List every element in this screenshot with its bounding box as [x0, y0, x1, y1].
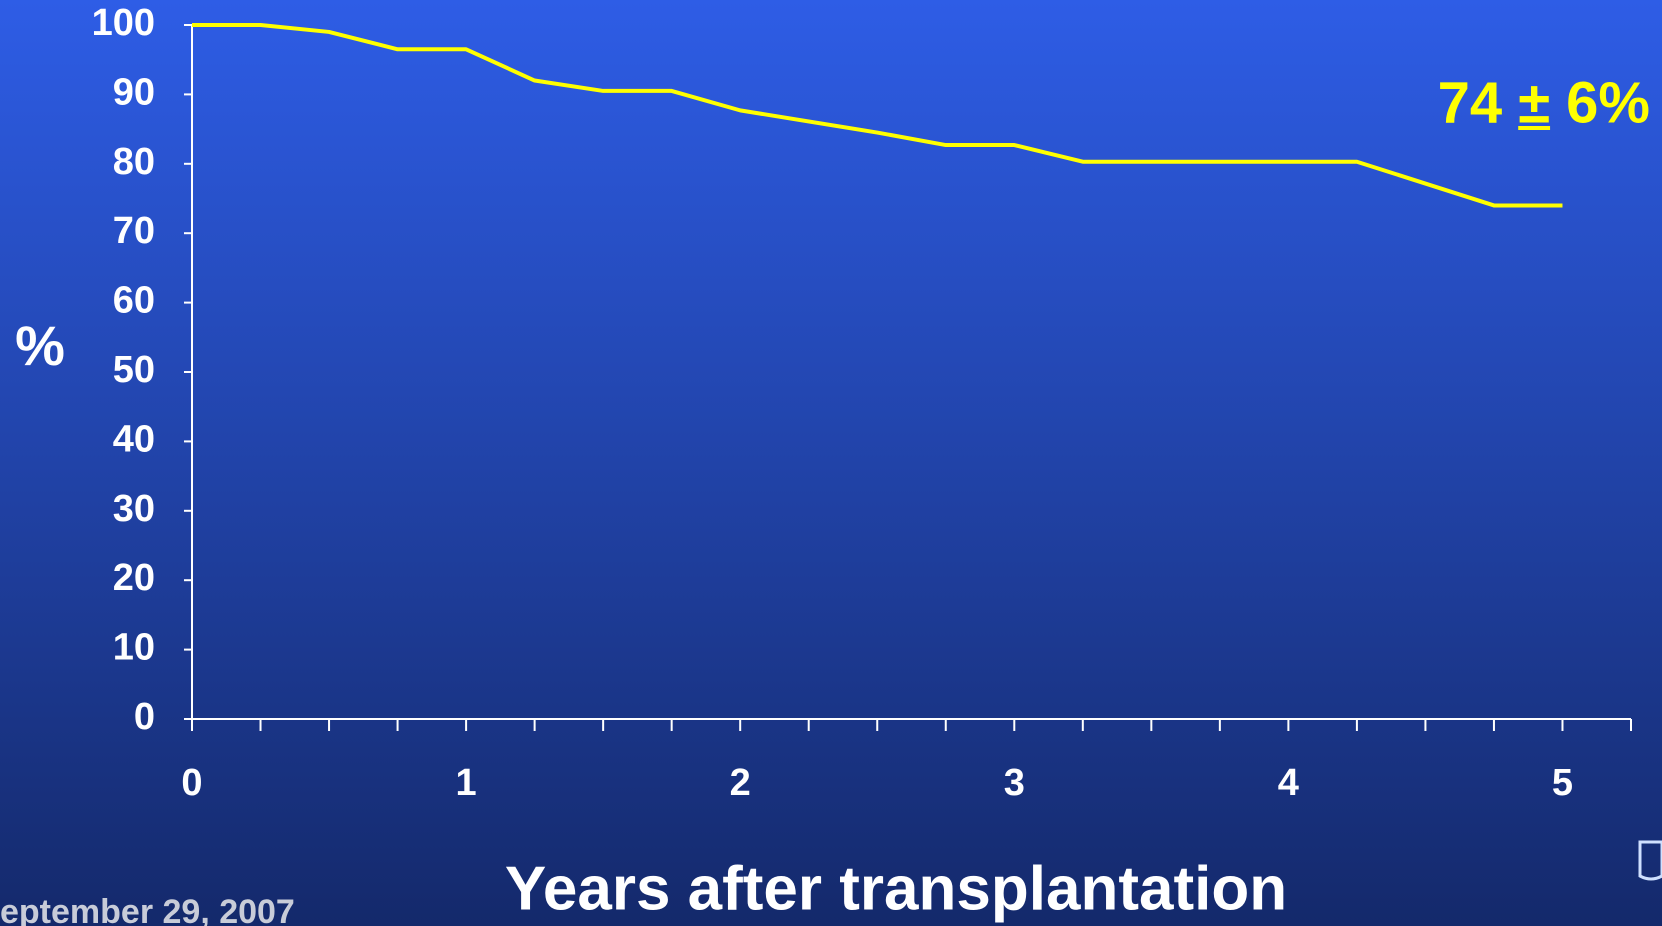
y-tick-label: 10: [113, 627, 155, 669]
y-tick-label: 80: [113, 141, 155, 183]
footer-date: eptember 29, 2007: [0, 893, 295, 926]
y-tick-label: 100: [92, 2, 155, 44]
y-axis-label: %: [15, 314, 65, 377]
y-tick-label: 40: [113, 418, 155, 460]
x-tick-label: 3: [1004, 762, 1025, 804]
y-tick-label: 50: [113, 349, 155, 391]
x-tick-label: 2: [730, 762, 751, 804]
x-axis-label: Years after transplantation: [505, 854, 1287, 923]
y-tick-label: 60: [113, 280, 155, 322]
x-tick-label: 0: [181, 762, 202, 804]
line-series: [192, 23, 1563, 208]
x-tick-label: 4: [1278, 762, 1299, 804]
y-tick-label: 70: [113, 210, 155, 252]
y-tick-label: 90: [113, 71, 155, 113]
x-tick-label: 1: [456, 762, 477, 804]
x-tick-label: 5: [1552, 762, 1573, 804]
y-tick-label: 20: [113, 557, 155, 599]
y-tick-label: 30: [113, 488, 155, 530]
y-tick-label: 0: [134, 696, 155, 738]
annotation: 74 ± 6%: [1438, 70, 1650, 135]
